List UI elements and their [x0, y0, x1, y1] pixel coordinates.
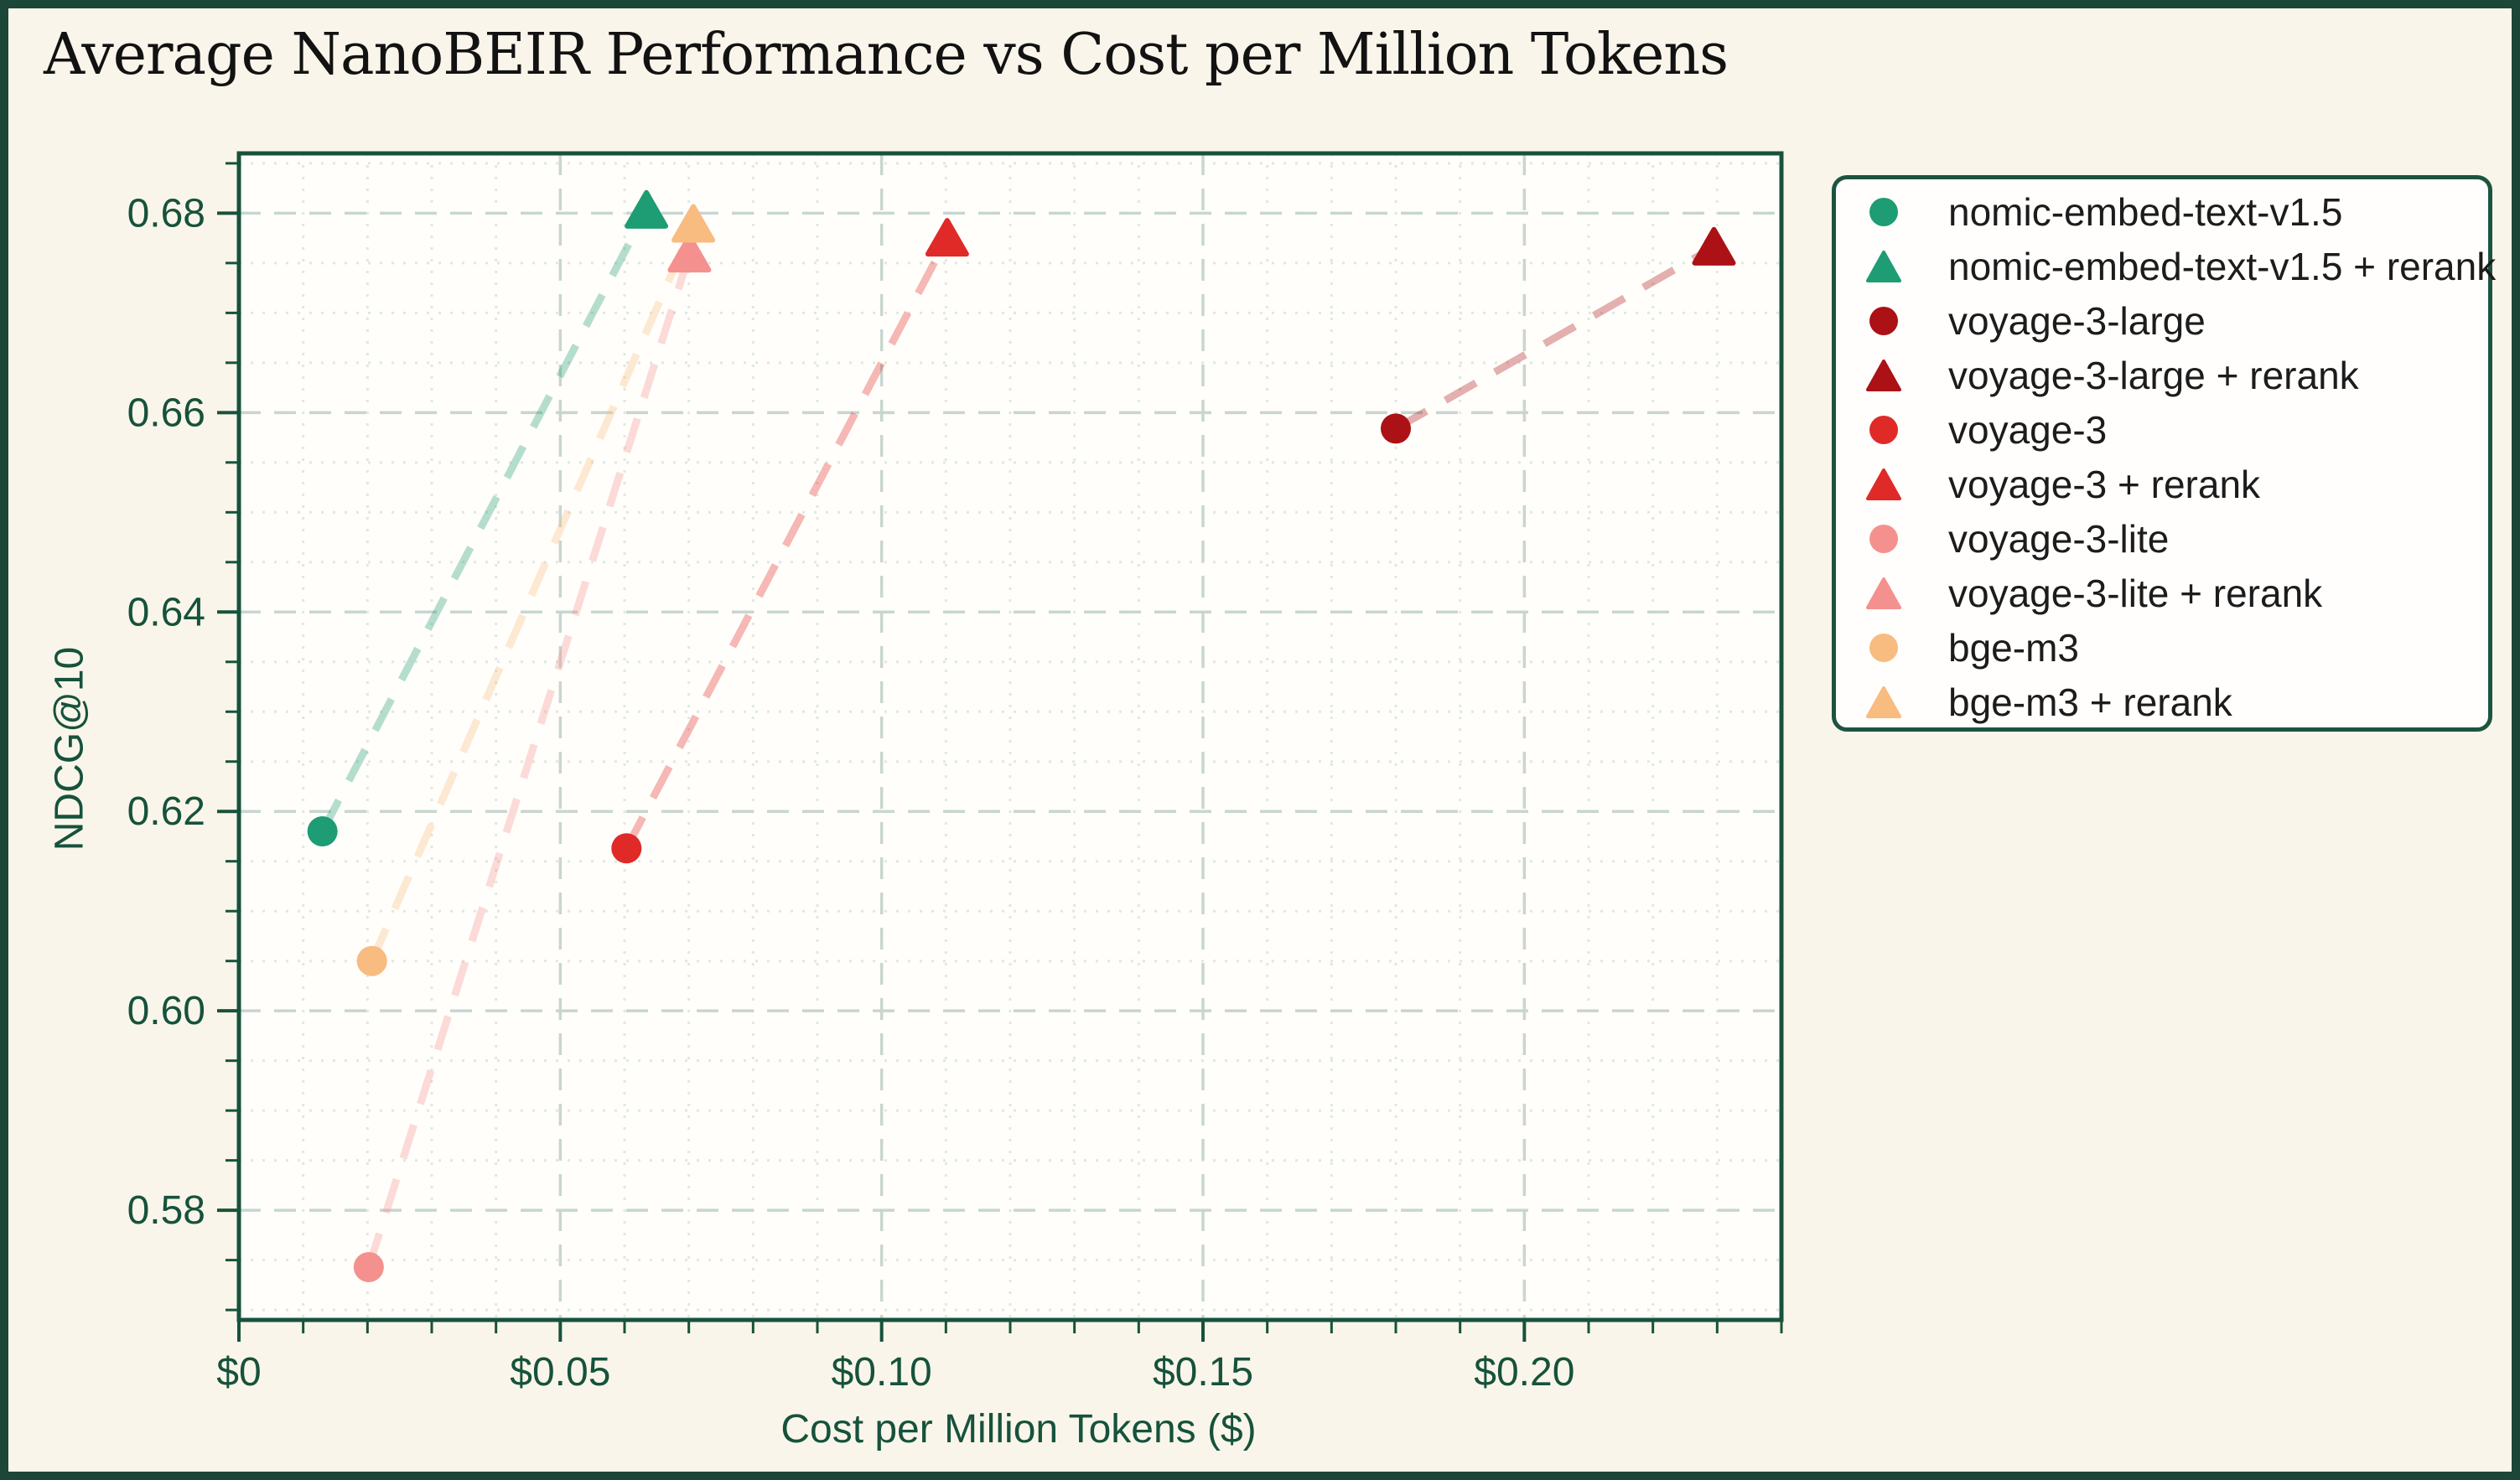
point-bge-m3-rerank — [671, 204, 716, 243]
tick-labels: $0 $0.05 $0.10 $0.15 $0.20 0.58 0.60 0.62 0.64 0.… — [127, 191, 1575, 1395]
axis-frame — [236, 151, 1784, 1322]
legend-item-voyage-3-large: voyage-3-large — [1836, 293, 2488, 348]
data-points — [307, 189, 1736, 1282]
legend-item-voyage-3-lite-rerank: voyage-3-lite + rerank — [1836, 566, 2488, 620]
circle-marker-icon — [1848, 629, 1920, 666]
connector-bge-m3 — [368, 222, 697, 963]
legend-label: bge-m3 — [1948, 625, 2079, 670]
plot-border — [236, 151, 1784, 1322]
y-tick-label: 0.58 — [127, 1188, 205, 1233]
circle-marker-icon — [1848, 194, 1920, 230]
point-voyage-3-large — [1381, 413, 1411, 444]
circle-marker-icon — [1848, 520, 1920, 557]
point-voyage-3-lite — [353, 1251, 384, 1282]
x-tick-label: $0.05 — [510, 1350, 610, 1395]
connector-voyage-3 — [623, 236, 951, 851]
legend-label: nomic-embed-text-v1.5 — [1948, 189, 2343, 234]
x-tick-label: $0 — [216, 1350, 261, 1395]
legend-item-voyage-3: voyage-3 — [1836, 402, 2488, 457]
legend-label: voyage-3-large + rerank — [1948, 353, 2359, 397]
circle-marker-icon — [1848, 411, 1920, 448]
y-tick-label: 0.64 — [127, 590, 205, 634]
point-voyage-3-large-rerank — [1692, 226, 1736, 266]
legend-item-voyage-3-rerank: voyage-3 + rerank — [1836, 457, 2488, 511]
connector-voyage-3-lite — [365, 252, 693, 1269]
legend-item-voyage-3-lite: voyage-3-lite — [1836, 511, 2488, 566]
scatter-plot: $0 $0.05 $0.10 $0.15 $0.20 0.58 0.60 0.62 0.64 0.… — [127, 151, 1784, 1395]
point-nomic-embed-text-v1-5 — [307, 816, 338, 847]
legend-label: bge-m3 + rerank — [1948, 680, 2232, 724]
circle-marker-icon — [1848, 303, 1920, 339]
y-tick-label: 0.66 — [127, 391, 205, 435]
y-tick-label: 0.68 — [127, 191, 205, 235]
point-voyage-3-rerank — [925, 218, 969, 257]
y-tick-label: 0.60 — [127, 989, 205, 1033]
legend-item-nomic-embed-text-v1-5-rerank: nomic-embed-text-v1.5 + rerank — [1836, 239, 2496, 293]
legend-label: voyage-3-large — [1948, 298, 2206, 343]
legend-item-voyage-3-large-rerank: voyage-3-large + rerank — [1836, 348, 2488, 402]
x-tick-label: $0.15 — [1153, 1350, 1253, 1395]
triangle-marker-icon — [1848, 248, 1920, 285]
legend: nomic-embed-text-v1.5 nomic-embed-text-v1… — [1832, 175, 2496, 732]
connector-lines — [319, 208, 1716, 1269]
x-tick-label: $0.20 — [1474, 1350, 1574, 1395]
point-bge-m3 — [356, 945, 387, 976]
legend-label: voyage-3 + rerank — [1948, 462, 2261, 506]
connector-voyage-3-large — [1393, 243, 1716, 432]
axis-ticks — [217, 162, 1783, 1342]
grid-major — [239, 153, 1781, 1320]
legend-label: voyage-3-lite — [1948, 516, 2170, 561]
triangle-marker-icon — [1848, 466, 1920, 503]
triangle-marker-icon — [1848, 357, 1920, 394]
x-axis-title: Cost per Million Tokens ($) — [780, 1407, 1257, 1452]
y-tick-label: 0.62 — [127, 789, 205, 834]
triangle-marker-icon — [1848, 684, 1920, 721]
legend-item-bge-m3: bge-m3 — [1836, 620, 2488, 675]
legend-item-nomic-embed-text-v1-5: nomic-embed-text-v1.5 — [1836, 184, 2488, 239]
point-voyage-3 — [611, 833, 642, 864]
legend-item-bge-m3-rerank: bge-m3 + rerank — [1836, 675, 2488, 729]
legend-label: nomic-embed-text-v1.5 + rerank — [1948, 244, 2497, 288]
y-axis-title: NDCG@10 — [47, 646, 92, 851]
legend-label: voyage-3-lite + rerank — [1948, 571, 2323, 615]
triangle-marker-icon — [1848, 575, 1920, 612]
point-nomic-embed-text-v1-5-rerank — [625, 189, 669, 229]
connector-nomic-embed-text-v1-5 — [319, 208, 651, 834]
legend-label: voyage-3 — [1948, 407, 2108, 452]
chart-title: Average NanoBEIR Performance vs Cost per… — [44, 22, 1729, 88]
point-voyage-3-lite-rerank — [667, 234, 712, 273]
x-tick-label: $0.10 — [832, 1350, 932, 1395]
